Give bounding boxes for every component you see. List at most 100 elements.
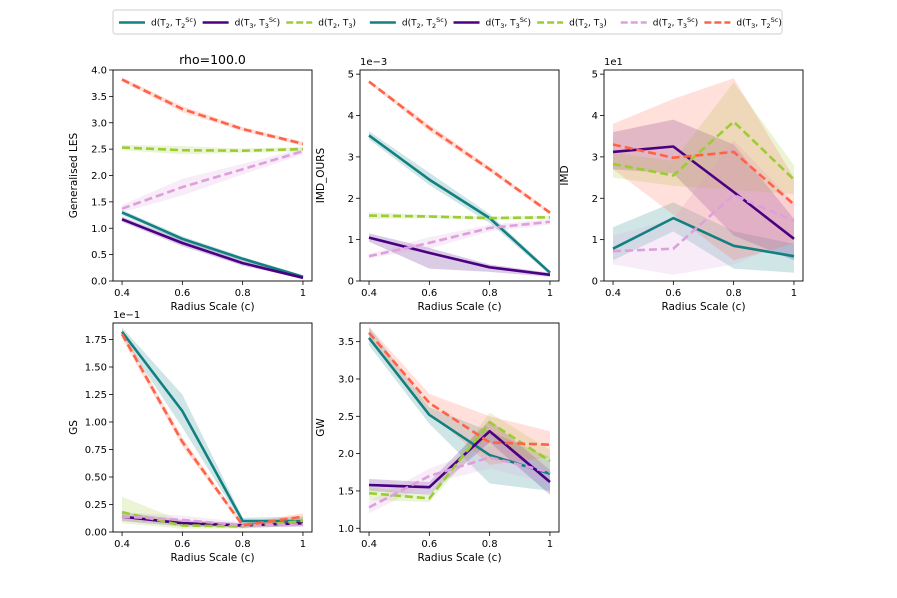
- axis-scale-label: 1e1: [604, 57, 623, 68]
- band-series-5: [122, 77, 303, 146]
- y-axis-label: GW: [315, 418, 327, 437]
- line-series-5: [612, 143, 795, 206]
- y-tick-label: 1.75: [85, 335, 107, 346]
- subplot-title: rho=100.0: [179, 52, 246, 67]
- x-axis-label: Radius Scale (c): [170, 301, 254, 313]
- y-tick-label: 2.5: [91, 145, 107, 156]
- line-series-3: [368, 420, 551, 500]
- x-tick-label: 0.6: [665, 288, 681, 299]
- x-tick-label: 0.4: [114, 288, 130, 299]
- x-axis-label: Radius Scale (c): [417, 301, 501, 313]
- y-tick-label: 2.0: [91, 171, 107, 182]
- subplot-grid: 0.4 0.6 0.8 1 0.0 0.5 1.0 1.5 2.0 2.5 3.0 3.5 4.0 Rad…: [68, 52, 804, 564]
- band-series-1: [122, 327, 303, 526]
- line-series-5: [121, 78, 304, 146]
- band-series-1: [613, 202, 794, 273]
- legend-entry-4: d(T2, T2Sc): [402, 16, 447, 30]
- y-tick-label: 5: [348, 70, 354, 81]
- y-tick-label: 1.5: [338, 486, 354, 497]
- y-tick-label: 5: [592, 70, 598, 81]
- y-tick-label: 3.0: [338, 374, 354, 385]
- y-axis-label: GS: [68, 420, 80, 435]
- x-tick-label: 0.8: [235, 288, 251, 299]
- y-tick-label: 1.0: [338, 524, 354, 535]
- x-tick-label: 1: [300, 539, 306, 550]
- x-tick-label: 0.4: [605, 288, 621, 299]
- band-series-4: [122, 148, 303, 213]
- band-series-5: [369, 326, 550, 465]
- line-series-2: [612, 145, 795, 240]
- y-tick-label: 0.00: [85, 528, 107, 539]
- x-tick-label: 1: [300, 288, 306, 299]
- band-series-3: [613, 82, 794, 195]
- band-series-3: [369, 412, 550, 503]
- line-series-5: [120, 333, 304, 527]
- y-tick-label: 1: [348, 235, 354, 246]
- y-tick-label: 3: [592, 152, 598, 163]
- x-tick-label: 1: [791, 288, 797, 299]
- x-axis-label: Radius Scale (c): [417, 552, 501, 564]
- axes-frame: [603, 69, 804, 282]
- subplot-4: 0.4 0.6 0.8 1 0.00 0.25 0.50 0.75 1.00 1.25 1.50 1.…: [68, 310, 313, 564]
- subplot-3: 0.4 0.6 0.8 1 0 1 2 3 4 5 Radius Scale (c) IMD 1e1: [559, 57, 804, 313]
- y-tick-label: 3.5: [91, 92, 107, 103]
- legend-entry-7: d(T2, T3Sc): [653, 16, 698, 30]
- x-tick-label: 1: [547, 539, 553, 550]
- legend-entry-6: d(T2, T3): [569, 19, 607, 31]
- line-series-1: [121, 211, 304, 279]
- line-series-5: [368, 331, 551, 446]
- axis-scale-label: 1e−1: [113, 310, 140, 321]
- line-series-2: [121, 218, 304, 280]
- y-tick-label: 2.0: [338, 449, 354, 460]
- band-series-4: [369, 446, 550, 514]
- line-series-2: [368, 236, 551, 277]
- x-tick-label: 0.8: [235, 539, 251, 550]
- x-tick-label: 0.4: [361, 288, 377, 299]
- y-tick-label: 3: [348, 152, 354, 163]
- line-series-5: [368, 80, 551, 214]
- line-series-4: [368, 456, 551, 509]
- legend-box: [112, 9, 783, 35]
- band-series-2: [369, 420, 550, 495]
- subplot-1: 0.4 0.6 0.8 1 0.0 0.5 1.0 1.5 2.0 2.5 3.0 3.5 4.0 Rad…: [68, 52, 313, 313]
- y-tick-label: 1.5: [91, 197, 107, 208]
- y-tick-label: 4: [348, 111, 354, 122]
- x-tick-label: 0.4: [114, 539, 130, 550]
- band-series-1: [369, 326, 550, 491]
- subplot-5: 0.4 0.6 0.8 1 1.0 1.5 2.0 2.5 3.0 3.5 Radius Scale…: [315, 322, 560, 564]
- line-series-1: [612, 216, 795, 258]
- y-tick-label: 3.0: [91, 118, 107, 129]
- y-tick-label: 1.00: [85, 418, 107, 429]
- line-series-3: [121, 146, 304, 152]
- y-tick-label: 0.50: [85, 473, 107, 484]
- y-tick-label: 2: [592, 194, 598, 205]
- figure-legend: d(T2, T2Sc) d(T3, T3Sc) d(T2, T3) d(T2, T2S…: [112, 9, 783, 35]
- x-axis-label: Radius Scale (c): [661, 301, 745, 313]
- y-tick-label: 0.5: [91, 250, 107, 261]
- y-tick-label: 0.25: [85, 500, 107, 511]
- line-series-3: [368, 214, 551, 220]
- axes-frame: [112, 322, 313, 533]
- y-tick-label: 2.5: [338, 412, 354, 423]
- axes-frame: [359, 322, 560, 533]
- y-tick-label: 0.0: [91, 277, 107, 288]
- x-tick-label: 0.6: [421, 288, 437, 299]
- x-axis-label: Radius Scale (c): [170, 552, 254, 564]
- x-tick-label: 0.6: [421, 539, 437, 550]
- x-tick-label: 1: [547, 288, 553, 299]
- line-series-4: [121, 149, 304, 210]
- line-series-3: [612, 120, 795, 181]
- y-tick-label: 0: [348, 277, 354, 288]
- legend-entry-3: d(T2, T3): [318, 19, 356, 31]
- axes-frame: [359, 69, 560, 282]
- line-series-4: [612, 193, 795, 253]
- x-tick-label: 0.8: [482, 539, 498, 550]
- y-axis-label: Generalised LES: [68, 132, 80, 218]
- subplot-2: 0.4 0.6 0.8 1 0 1 2 3 4 5 Radius Scale (c) IMD_OURS…: [315, 57, 560, 313]
- line-series-4: [368, 220, 551, 258]
- y-tick-label: 3.5: [338, 337, 354, 348]
- x-tick-label: 0.8: [482, 288, 498, 299]
- line-series-1: [368, 134, 551, 274]
- band-series-2: [613, 119, 794, 261]
